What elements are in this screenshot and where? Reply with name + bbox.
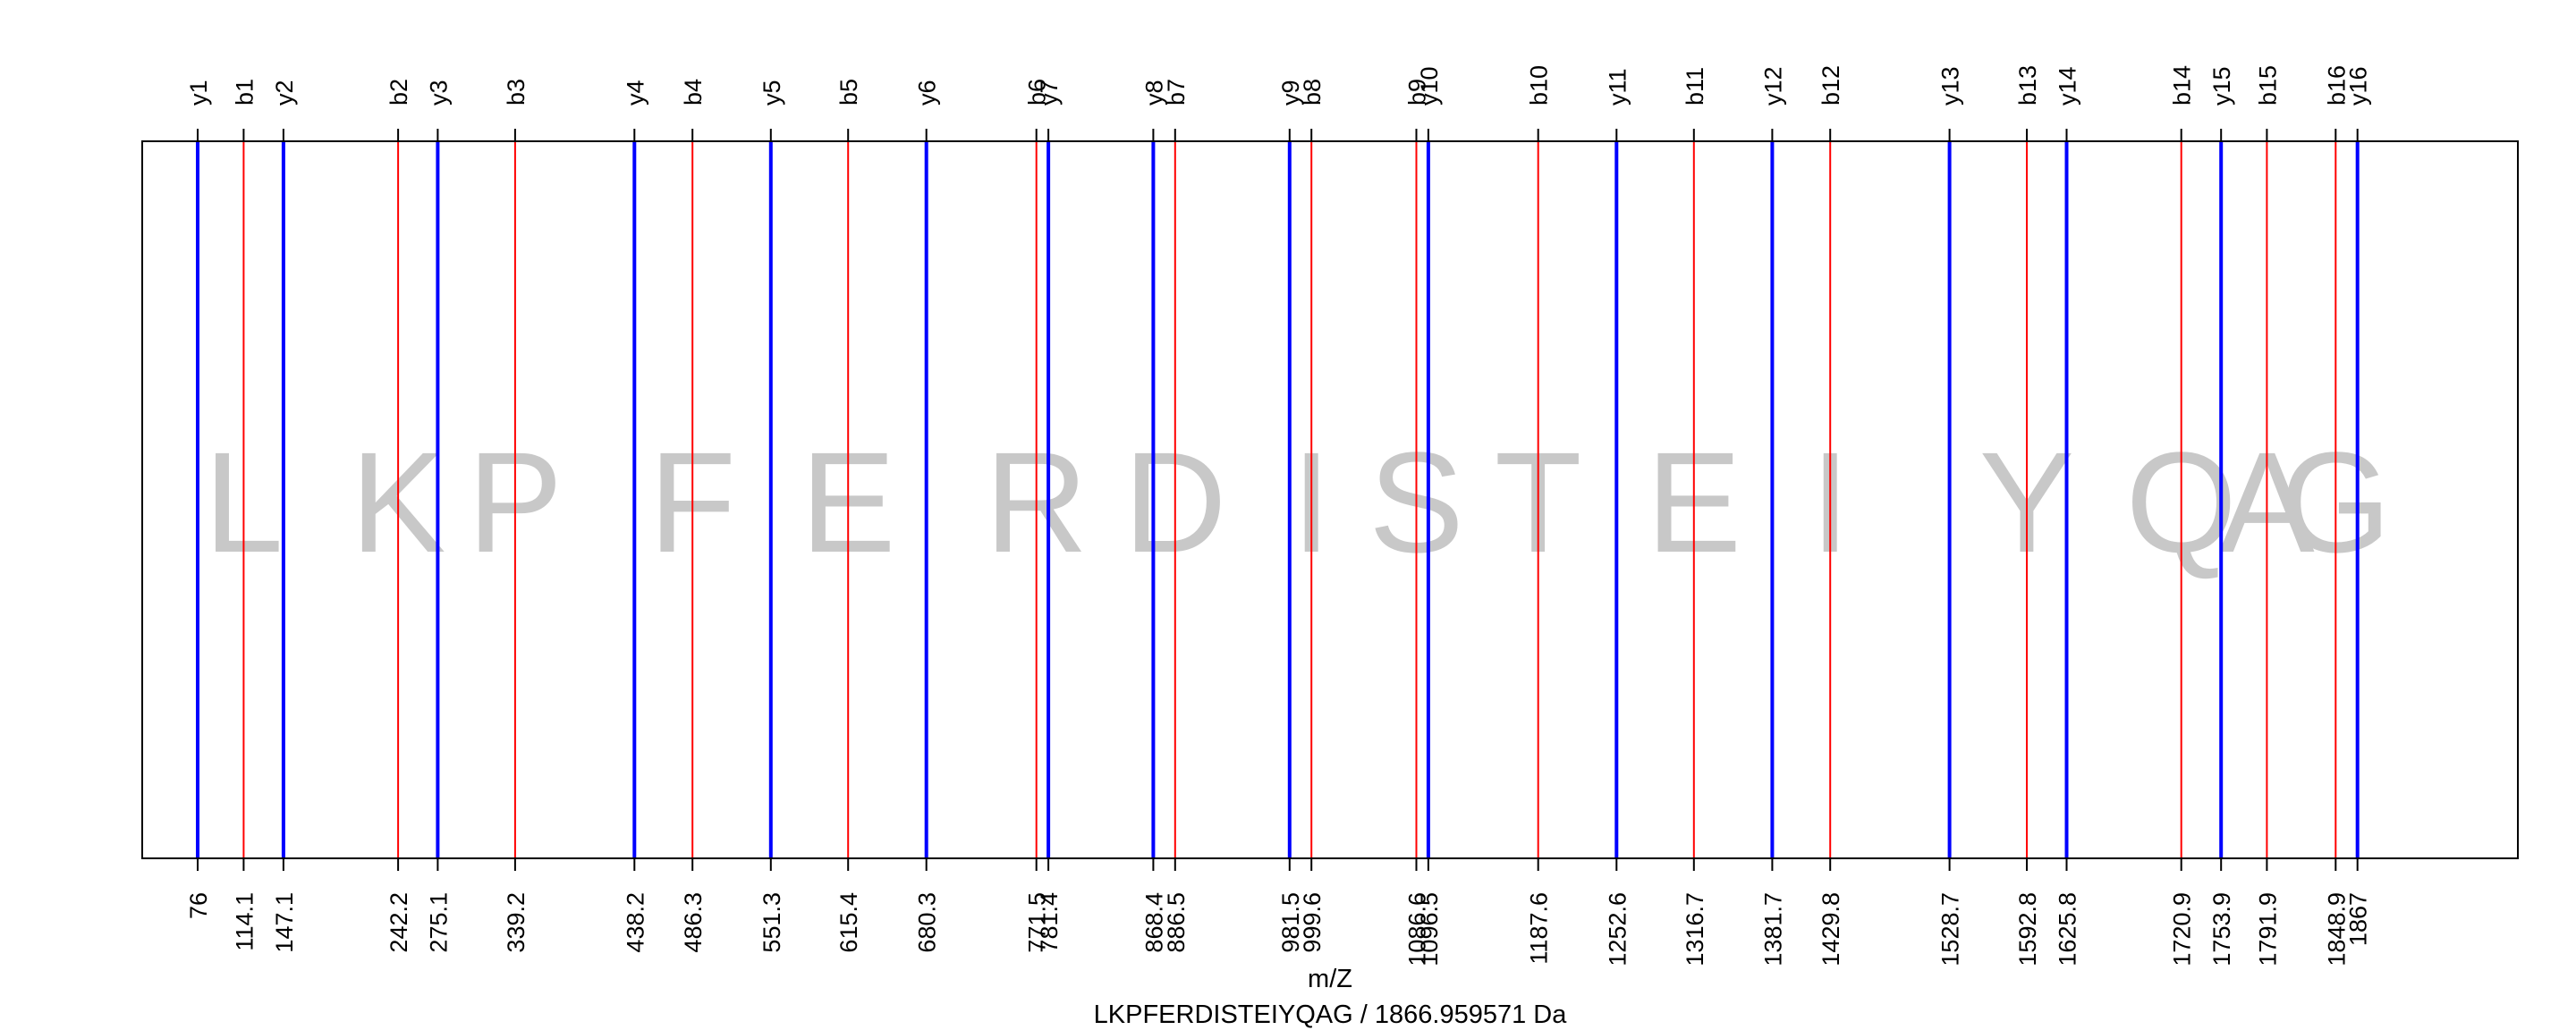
mz-tick-label: 242.2 (386, 892, 412, 953)
mz-tick-label: 147.1 (271, 892, 298, 953)
ion-label: y9 (1277, 80, 1304, 106)
mz-tick-label: 114.1 (231, 892, 258, 951)
ion-label: b7 (1163, 79, 1190, 106)
ion-label: y5 (758, 80, 785, 106)
bottom-axis: 114.1 242.2 339.2 486.3 615.4 771.5 886.5 999.6… (185, 858, 2372, 967)
ion-label: b5 (835, 79, 862, 106)
ion-label: b1 (231, 79, 258, 106)
x-axis-title: m/Z (1308, 965, 1352, 993)
ion-label: b14 (2169, 65, 2196, 106)
ion-label: y15 (2208, 66, 2235, 106)
mz-tick-label: 771.5 (1024, 892, 1051, 953)
ion-label: b4 (680, 79, 707, 106)
mz-tick-label: 1252.6 (1604, 892, 1631, 967)
mz-tick-label: 438.2 (622, 892, 648, 953)
ion-label: y2 (271, 80, 298, 106)
mz-tick-label: 1316.7 (1682, 892, 1708, 967)
residue-letters: L K P F E R D I S T E I Y QAG (204, 422, 2392, 582)
mz-tick-label: 551.3 (758, 892, 785, 953)
ion-label: b12 (1818, 65, 1844, 106)
ion-label: b15 (2254, 65, 2281, 106)
ion-label: b11 (1682, 67, 1708, 106)
mz-tick-label: 1848.9 (2323, 892, 2350, 967)
mz-tick-label: 1720.9 (2169, 892, 2196, 967)
ion-label: b10 (1526, 65, 1553, 106)
mz-tick-label: 1187.6 (1526, 892, 1553, 965)
ion-label: b9 (1404, 79, 1431, 106)
mz-tick-label: 76 (185, 892, 212, 919)
mz-tick-label: 1096.5 (1416, 892, 1443, 967)
ion-label: b6 (1024, 79, 1051, 106)
ion-label: y13 (1937, 66, 1964, 106)
ion-label: y12 (1759, 66, 1786, 106)
ion-label: b3 (503, 79, 530, 106)
mz-tick-label: 339.2 (503, 892, 530, 953)
mz-tick-label: 486.3 (680, 892, 707, 953)
mz-tick-label: 615.4 (835, 892, 862, 953)
mz-tick-label: 1753.9 (2208, 892, 2235, 967)
ion-label: y4 (622, 80, 648, 106)
ion-label: y14 (2055, 66, 2081, 106)
mz-tick-label: 680.3 (914, 892, 941, 953)
ion-label: y16 (2345, 66, 2372, 106)
mz-tick-label: 1592.8 (2014, 892, 2041, 967)
top-axis: b1 b2 b3 b4 b5 b6 b7 b8 b9 b10 b11 b12 b13 b14 b15 b16y… (185, 65, 2372, 141)
mz-tick-label: 1625.8 (2055, 892, 2081, 967)
mz-tick-label: 1791.9 (2254, 892, 2281, 967)
ion-label: y11 (1604, 68, 1631, 106)
mz-tick-label: 868.4 (1140, 892, 1167, 953)
ion-label: b8 (1299, 79, 1326, 106)
ion-label: b13 (2014, 65, 2041, 106)
ion-label: y3 (425, 80, 452, 106)
mz-tick-label: 781.4 (1036, 892, 1063, 953)
ion-label: y10 (1416, 66, 1443, 106)
mz-tick-label: 886.5 (1163, 892, 1190, 953)
ion-label: y6 (914, 80, 941, 106)
ion-label: y7 (1036, 80, 1063, 106)
mz-tick-label: 999.6 (1299, 892, 1326, 953)
mz-tick-label: 1867 (2345, 892, 2372, 946)
ion-label: y1 (185, 80, 212, 106)
mz-tick-label: 1528.7 (1937, 892, 1964, 967)
mz-tick-label: 1381.7 (1759, 892, 1786, 967)
ion-label: b16 (2323, 65, 2350, 106)
mz-tick-label: 275.1 (425, 892, 452, 953)
mz-tick-label: 1429.8 (1818, 892, 1844, 967)
mz-tick-label: 1086.6 (1404, 892, 1431, 967)
ion-label: y8 (1140, 80, 1167, 106)
mz-tick-label: 981.5 (1277, 892, 1304, 953)
peptide-title: LKPFERDISTEIYQAG / 1866.959571 Da (1094, 1000, 1568, 1029)
plot-frame (141, 140, 2519, 859)
ion-lines (196, 141, 2360, 858)
ion-label: b2 (386, 79, 412, 106)
